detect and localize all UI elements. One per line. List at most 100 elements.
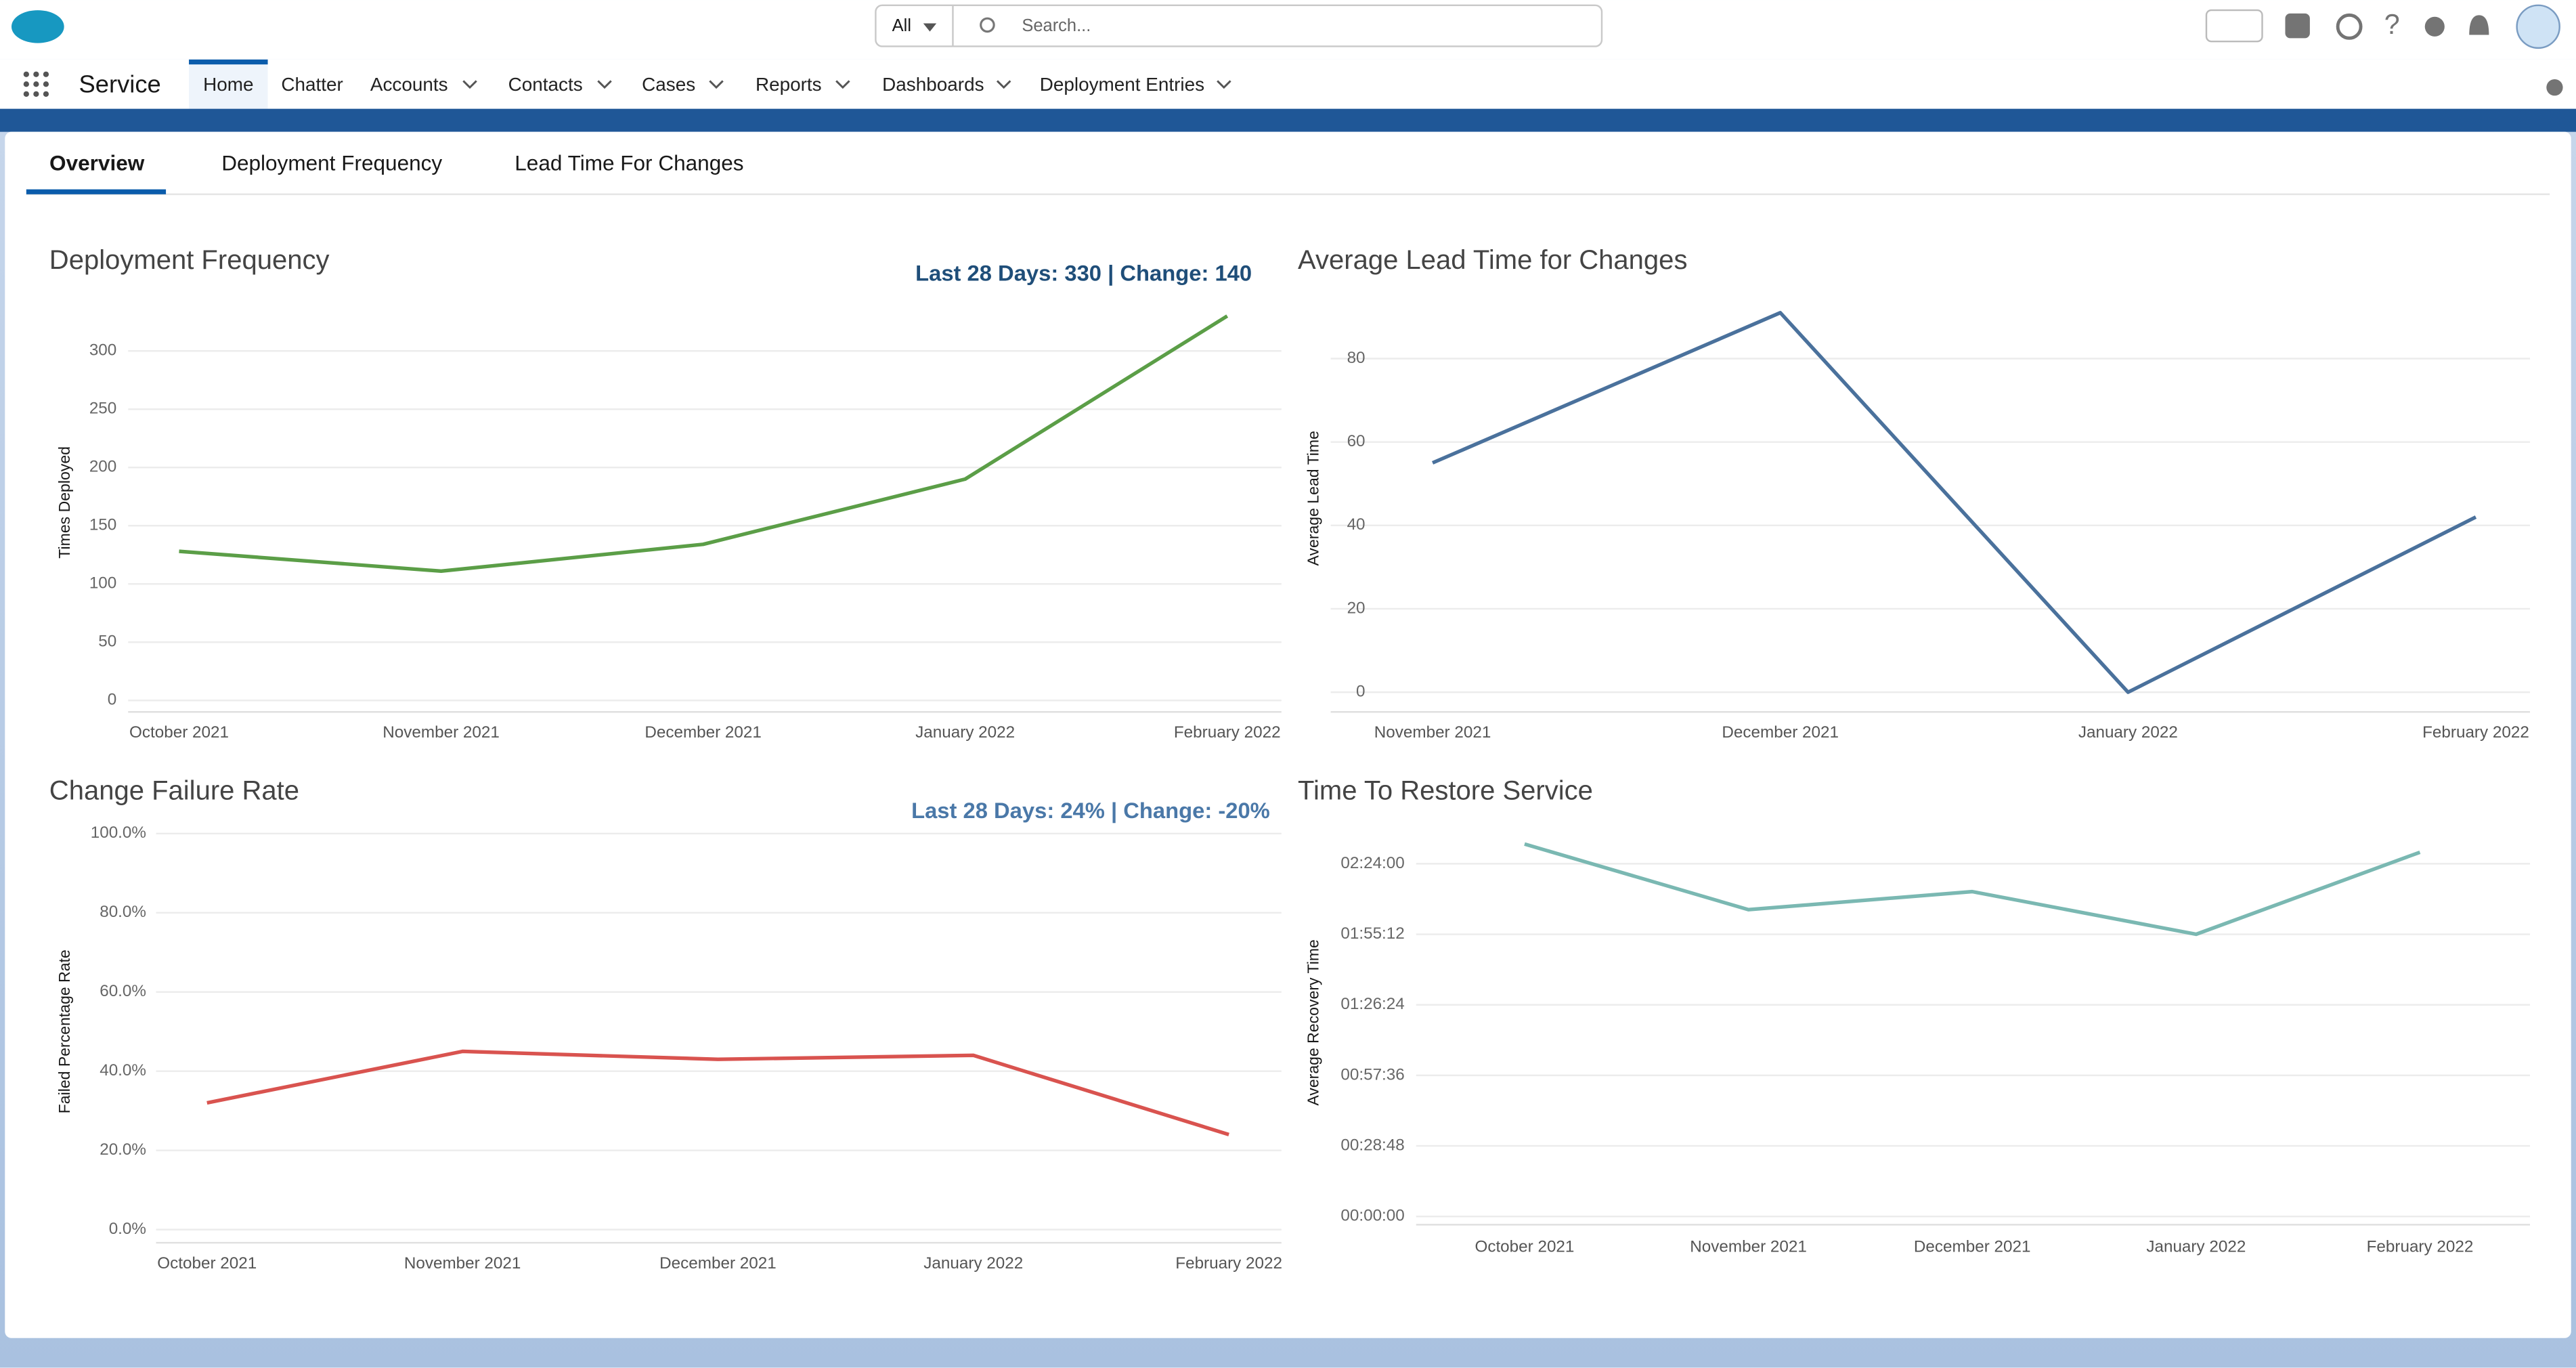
y-tick-label: 20 [1347,599,1366,617]
y-tick-label: 0.0% [109,1220,146,1238]
nav-chevron[interactable] [996,80,1011,89]
y-tick-label: 01:26:24 [1340,995,1404,1013]
launcher-dot [43,81,49,87]
y-tick-label: 00:57:36 [1340,1065,1404,1084]
logo[interactable] [11,10,64,43]
x-tick-label: December 2021 [645,723,762,742]
nav-chevron[interactable] [1217,80,1231,89]
y-tick-label: 0 [108,691,117,709]
x-tick-label: January 2022 [2146,1238,2246,1256]
chart-title: Change Failure Rate [49,776,299,806]
nav-item[interactable]: Reports [756,74,822,95]
tab[interactable]: Overview [49,151,145,175]
launcher-dot [23,91,29,97]
chart-title: Deployment Frequency [49,245,330,275]
y-tick-label: 80 [1347,349,1366,367]
y-tick-label: 60.0% [100,982,146,1000]
y-tick-label: 00:00:00 [1340,1207,1404,1225]
search-icon [980,17,995,33]
data-line [1524,842,2421,937]
nav-chevron[interactable] [835,80,850,89]
app-name: Service [79,70,160,98]
nav-chevron[interactable] [462,80,477,89]
x-tick-label: December 2021 [1914,1238,2031,1256]
setup[interactable] [2424,16,2445,37]
chart-title: Time To Restore Service [1298,776,1593,806]
y-tick-label: 20.0% [100,1140,146,1159]
y-axis-title: Average Lead Time [1304,431,1322,565]
data-line [206,1049,1229,1136]
notifications[interactable] [2469,15,2489,35]
y-tick-label: 250 [89,400,116,418]
x-tick-label: November 2021 [404,1254,521,1273]
nav-item[interactable]: Cases [642,74,695,95]
active-nav-bg [189,59,268,109]
x-tick-label: February 2022 [2367,1238,2474,1256]
nav-item[interactable]: Dashboards [882,74,984,95]
app-launcher[interactable] [23,71,49,97]
favorites[interactable] [2205,9,2263,43]
x-tick-label: February 2022 [1174,723,1281,742]
launcher-dot [43,91,49,97]
data-line [1431,311,2477,694]
y-tick-label: 02:24:00 [1340,854,1404,872]
content-card [5,131,2571,1338]
x-tick-label: February 2022 [1175,1254,1282,1273]
y-tick-label: 100 [89,574,116,593]
x-tick-label: January 2022 [2078,723,2178,742]
x-tick-label: February 2022 [2422,723,2529,742]
y-tick-label: 300 [89,341,116,360]
info-icon[interactable] [2546,79,2563,96]
x-tick-label: January 2022 [915,723,1015,742]
active-tab-indicator [26,189,167,194]
nav-item[interactable]: Accounts [370,74,448,95]
y-axis-title: Failed Percentage Rate [56,949,73,1113]
nav-item[interactable]: Chatter [281,74,343,95]
launcher-dot [23,81,29,87]
search-scope[interactable]: All [892,16,911,35]
trailhead[interactable] [2336,13,2363,40]
tab[interactable]: Lead Time For Changes [515,151,743,175]
y-tick-label: 150 [89,516,116,534]
y-axis-title: Times Deployed [56,446,73,559]
x-tick-label: November 2021 [383,723,500,742]
nav-item[interactable]: Contacts [508,74,583,95]
nav-chevron[interactable] [597,80,612,89]
nav-item[interactable]: Deployment Entries [1040,74,1204,95]
chart: Deployment Frequency Last 28 Days: 330 | … [49,245,1282,742]
nav-item[interactable]: Home [203,74,253,95]
brand-band [0,108,2576,132]
active-nav-indicator [189,59,268,65]
x-tick-label: October 2021 [1475,1238,1574,1256]
y-tick-label: 60 [1347,432,1366,450]
y-tick-label: 01:55:12 [1340,924,1404,943]
y-tick-label: 40 [1347,515,1366,534]
x-tick-label: January 2022 [923,1254,1023,1273]
nav-bar [0,59,2576,109]
y-tick-label: 00:28:48 [1340,1136,1404,1154]
x-tick-label: December 2021 [659,1254,777,1273]
x-tick-label: December 2021 [1722,723,1839,742]
launcher-dot [23,71,29,77]
x-tick-label: November 2021 [1690,1238,1807,1256]
chart: Average Lead Time for Changes 0 20 40 60 80 Av… [1298,245,2531,742]
avatar[interactable] [2516,4,2560,49]
add-button[interactable] [2285,13,2310,39]
data-line [179,314,1229,574]
launcher-dot [33,91,39,97]
caret [923,23,937,32]
y-tick-label: 40.0% [100,1061,146,1080]
nav-chevron[interactable] [709,80,724,89]
utility-icons: ? [2205,4,2560,49]
chart-summary: Last 28 Days: 330 | Change: 140 [915,260,1252,285]
launcher-dot [33,71,39,77]
y-tick-label: 200 [89,458,116,476]
tab[interactable]: Deployment Frequency [221,151,442,175]
search-box[interactable] [875,4,1603,47]
search-input[interactable]: Search... [1022,16,1091,35]
help-icon[interactable]: ? [2384,9,2400,40]
y-tick-label: 50 [98,633,116,651]
x-tick-label: October 2021 [129,723,229,742]
chart: Time To Restore Service 00:00:00 00:28:48 0… [1298,776,2531,1256]
